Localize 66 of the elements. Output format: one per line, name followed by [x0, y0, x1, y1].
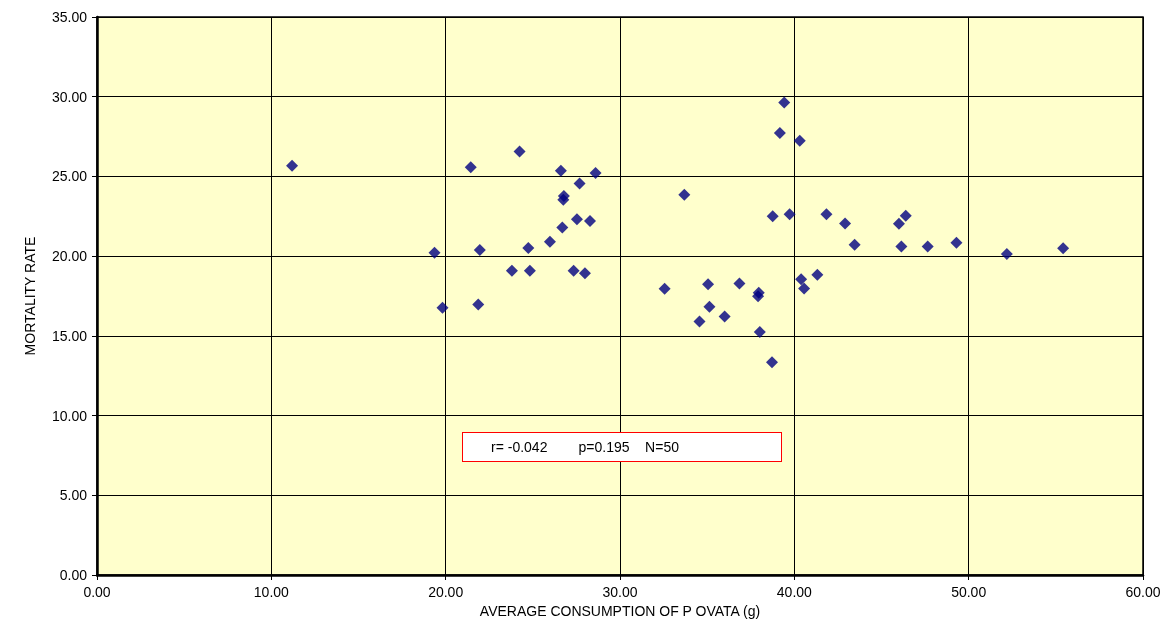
point — [718, 310, 731, 323]
point — [773, 126, 786, 139]
point — [658, 282, 671, 295]
point — [733, 277, 746, 290]
point — [523, 264, 536, 277]
point — [783, 208, 796, 221]
point — [557, 193, 570, 206]
y-tick-label: 0.00 — [59, 567, 88, 583]
point — [1000, 247, 1013, 260]
point — [766, 210, 779, 223]
point — [554, 164, 567, 177]
point — [567, 264, 580, 277]
point — [473, 243, 486, 256]
point — [921, 240, 934, 253]
point — [428, 246, 441, 259]
point — [570, 213, 583, 226]
y-tick-label: 20.00 — [51, 248, 88, 265]
point — [556, 221, 569, 234]
y-axis-title: MORTALITY RATE — [22, 236, 38, 356]
point — [795, 273, 808, 286]
x-tick-label: 10.00 — [253, 584, 290, 600]
point — [848, 238, 861, 251]
point — [589, 167, 602, 180]
point — [543, 235, 556, 248]
y-tick-label: 30.00 — [51, 88, 88, 105]
note-box: r= -0.042 p=0.195 N=50 — [462, 432, 782, 462]
point — [505, 264, 518, 277]
point — [892, 217, 905, 230]
y-tick-label: 35.00 — [51, 9, 88, 25]
point — [820, 208, 833, 221]
point — [472, 298, 485, 311]
point — [778, 96, 791, 109]
point — [839, 217, 852, 230]
point — [573, 177, 586, 190]
point — [798, 282, 811, 295]
point — [578, 267, 591, 280]
x-axis-title: AVERAGE CONSUMPTION OF P OVATA (g) — [479, 602, 761, 619]
point — [766, 356, 779, 369]
y-tick-label: 10.00 — [51, 407, 88, 424]
point — [522, 242, 535, 255]
point — [752, 290, 765, 303]
point — [703, 300, 716, 313]
point — [584, 214, 597, 227]
point — [899, 209, 912, 222]
x-tick-label: 0.00 — [83, 584, 111, 600]
y-tick-label: 15.00 — [51, 327, 88, 344]
point — [811, 268, 824, 281]
point — [895, 240, 908, 253]
point — [693, 315, 706, 328]
point — [513, 145, 526, 158]
x-tick-label: 50.00 — [951, 584, 987, 600]
point — [678, 188, 691, 201]
point — [1057, 242, 1070, 255]
x-tick-label: 60.00 — [1125, 584, 1161, 600]
point — [753, 326, 766, 339]
x-tick-label: 20.00 — [428, 584, 464, 600]
x-tick-label: 40.00 — [776, 584, 813, 600]
point — [702, 278, 715, 291]
point — [286, 159, 299, 172]
point — [793, 134, 806, 147]
y-tick-label: 5.00 — [59, 487, 88, 504]
point — [436, 301, 449, 314]
x-tick-label: 30.00 — [602, 584, 638, 600]
point — [950, 236, 963, 249]
y-tick-label: 25.00 — [51, 168, 88, 185]
point — [464, 161, 477, 174]
